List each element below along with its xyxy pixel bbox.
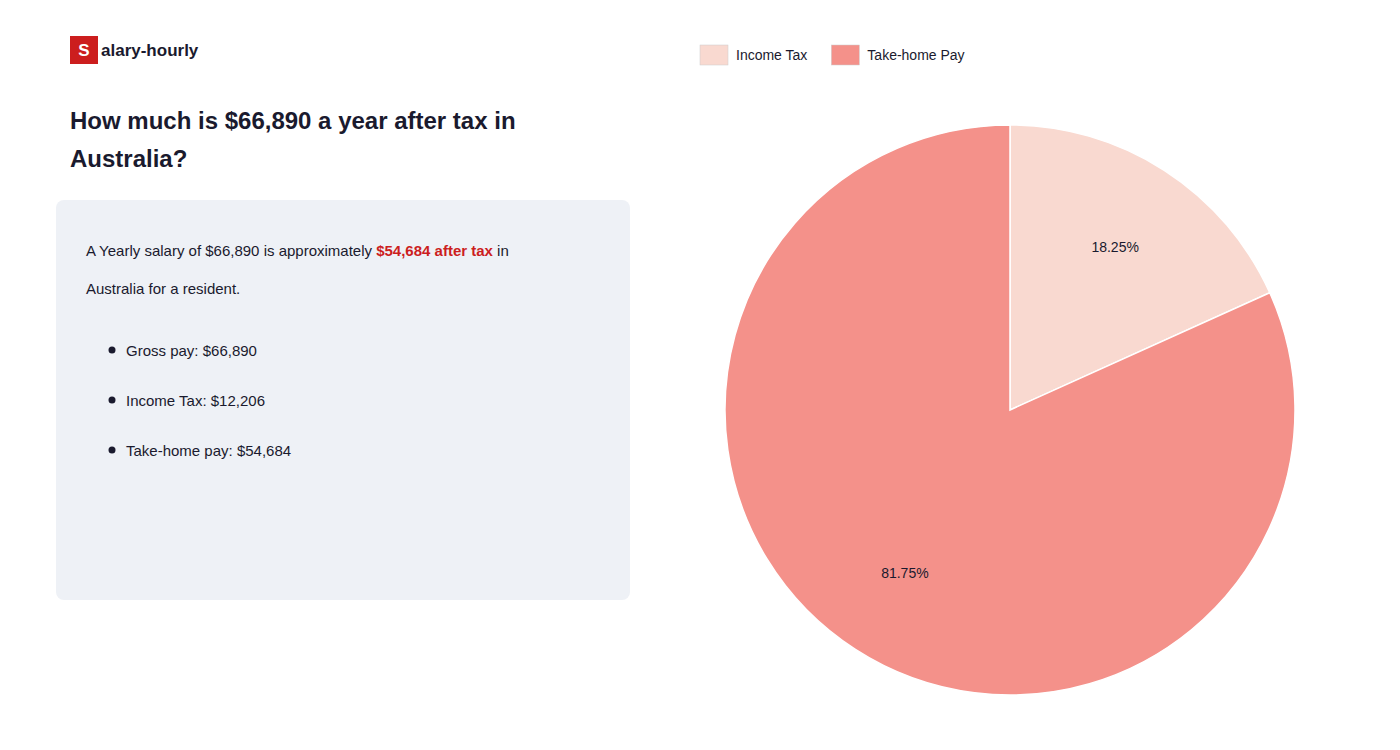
pie-slice bbox=[725, 125, 1295, 695]
bullet-dot bbox=[109, 347, 116, 354]
logo-box bbox=[70, 36, 98, 64]
logo-text: alary-hourly bbox=[101, 41, 199, 60]
bullet-text: Take-home pay: $54,684 bbox=[126, 442, 291, 459]
body-highlight: $54,684 after tax bbox=[376, 242, 493, 259]
title: Australia? bbox=[70, 145, 187, 172]
data-label: 81.75% bbox=[881, 565, 928, 581]
body-part: in bbox=[493, 242, 509, 259]
slices bbox=[725, 125, 1295, 695]
bullet-dot bbox=[109, 447, 116, 454]
data-labels: 18.25% 81.75% bbox=[881, 239, 1139, 581]
info-box bbox=[56, 200, 630, 600]
bullet-text: Gross pay: $66,890 bbox=[126, 342, 257, 359]
legend-swatch bbox=[700, 45, 728, 65]
data-label: 18.25% bbox=[1091, 239, 1138, 255]
legend-item: Income Tax bbox=[700, 45, 807, 65]
logo-letter: S bbox=[78, 41, 89, 60]
chart: Salary-hourly How much is $66,890 a year … bbox=[0, 0, 1400, 750]
bullet-dot bbox=[109, 397, 116, 404]
legend-label: Income Tax bbox=[736, 47, 807, 63]
body-text: Australia for a resident. bbox=[86, 280, 240, 297]
pie: 18.25% 81.75% bbox=[725, 125, 1295, 695]
legend-label: Take-home Pay bbox=[867, 47, 964, 63]
body-part: A Yearly salary of $66,890 is approximat… bbox=[86, 242, 376, 259]
legend-item: Take-home Pay bbox=[831, 45, 964, 65]
legend: Income Tax Take-home Pay bbox=[700, 45, 965, 65]
text-panel: Salary-hourly How much is $66,890 a year … bbox=[56, 36, 630, 600]
bullet-text: Income Tax: $12,206 bbox=[126, 392, 265, 409]
legend-swatch bbox=[831, 45, 859, 65]
title: How much is $66,890 a year after tax in bbox=[70, 107, 516, 134]
body-text: A Yearly salary of $66,890 is approximat… bbox=[86, 242, 509, 259]
